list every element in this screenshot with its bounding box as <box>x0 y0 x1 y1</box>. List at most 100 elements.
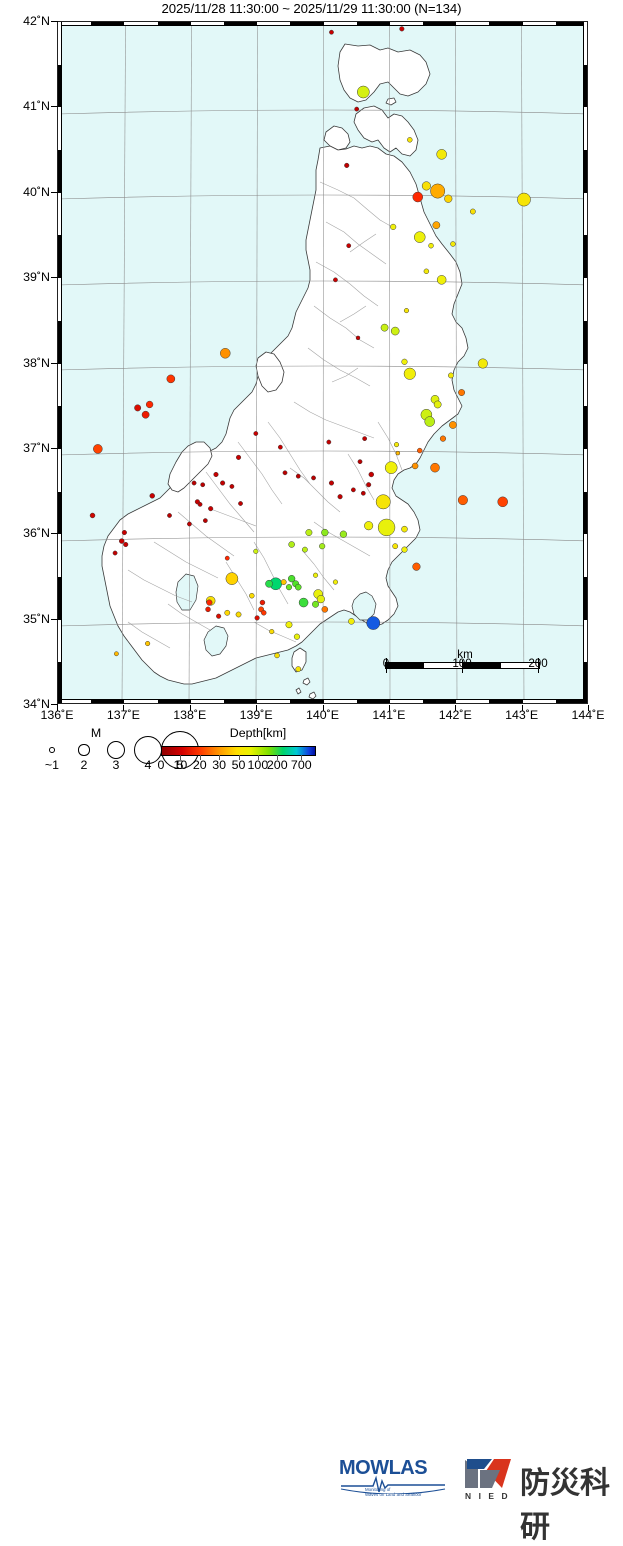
epicenter-marker[interactable] <box>449 421 457 429</box>
epicenter-marker[interactable] <box>282 470 288 476</box>
epicenter-marker[interactable] <box>377 518 396 537</box>
epicenter-marker[interactable] <box>444 194 453 203</box>
epicenter-marker[interactable] <box>287 575 296 583</box>
epicenter-marker[interactable] <box>393 442 400 448</box>
epicenter-marker[interactable] <box>224 609 231 616</box>
epicenter-marker[interactable] <box>403 367 416 380</box>
epicenter-marker[interactable] <box>412 191 423 203</box>
epicenter-marker[interactable] <box>424 416 435 427</box>
epicenter-marker[interactable] <box>321 606 329 613</box>
epicenter-marker[interactable] <box>220 348 231 359</box>
epicenter-marker[interactable] <box>412 562 421 571</box>
epicenter-marker[interactable] <box>145 640 151 647</box>
epicenter-marker[interactable] <box>328 480 335 486</box>
epicenter-marker[interactable] <box>448 372 454 379</box>
epicenter-marker[interactable] <box>235 611 242 618</box>
epicenter-marker[interactable] <box>423 268 430 275</box>
epicenter-marker[interactable] <box>112 550 118 556</box>
epicenter-marker[interactable] <box>312 572 319 578</box>
epicenter-marker[interactable] <box>436 275 447 285</box>
epicenter-marker[interactable] <box>119 538 125 544</box>
epicenter-marker[interactable] <box>197 501 203 507</box>
epicenter-marker[interactable] <box>403 308 410 314</box>
epicenter-marker[interactable] <box>497 496 508 508</box>
epicenter-marker[interactable] <box>254 615 260 621</box>
epicenter-marker[interactable] <box>384 461 398 474</box>
epicenter-marker[interactable] <box>280 579 287 585</box>
epicenter-marker[interactable] <box>411 462 419 470</box>
epicenter-marker[interactable] <box>395 450 401 456</box>
epicenter-marker[interactable] <box>312 600 319 608</box>
epicenter-marker[interactable] <box>285 584 293 591</box>
epicenter-marker[interactable] <box>366 482 372 488</box>
epicenter-marker[interactable] <box>392 543 399 550</box>
epicenter-marker[interactable] <box>337 494 343 500</box>
epicenter-marker[interactable] <box>305 529 313 536</box>
epicenter-marker[interactable] <box>428 242 434 249</box>
epicenter-marker[interactable] <box>269 629 275 635</box>
epicenter-marker[interactable] <box>517 192 531 207</box>
seismicity-map[interactable]: km 0 100 200 <box>57 21 588 704</box>
epicenter-marker[interactable] <box>205 606 211 613</box>
epicenter-marker[interactable] <box>208 506 214 512</box>
epicenter-marker[interactable] <box>288 541 295 548</box>
epicenter-marker[interactable] <box>339 530 348 538</box>
epicenter-marker[interactable] <box>333 277 338 283</box>
epicenter-marker[interactable] <box>225 572 239 585</box>
epicenter-marker[interactable] <box>293 633 301 640</box>
epicenter-marker[interactable] <box>360 490 366 496</box>
epicenter-marker[interactable] <box>364 521 374 531</box>
epicenter-marker[interactable] <box>253 548 259 554</box>
epicenter-marker[interactable] <box>249 593 255 599</box>
epicenter-marker[interactable] <box>259 599 266 606</box>
epicenter-marker[interactable] <box>390 223 397 230</box>
epicenter-marker[interactable] <box>141 410 150 419</box>
epicenter-marker[interactable] <box>368 471 375 478</box>
epicenter-marker[interactable] <box>401 546 408 553</box>
epicenter-marker[interactable] <box>302 546 308 553</box>
epicenter-marker[interactable] <box>399 26 405 32</box>
epicenter-marker[interactable] <box>362 436 368 442</box>
epicenter-marker[interactable] <box>149 493 155 499</box>
epicenter-marker[interactable] <box>295 666 302 673</box>
epicenter-marker[interactable] <box>457 495 468 506</box>
epicenter-marker[interactable] <box>332 579 339 585</box>
epicenter-marker[interactable] <box>348 618 355 625</box>
epicenter-marker[interactable] <box>93 444 103 454</box>
epicenter-marker[interactable] <box>167 513 172 518</box>
epicenter-marker[interactable] <box>469 208 476 215</box>
epicenter-marker[interactable] <box>432 221 441 230</box>
epicenter-marker[interactable] <box>375 494 391 510</box>
epicenter-marker[interactable] <box>166 374 176 384</box>
epicenter-marker[interactable] <box>121 529 127 536</box>
epicenter-marker[interactable] <box>433 400 442 409</box>
epicenter-marker[interactable] <box>213 471 219 478</box>
epicenter-marker[interactable] <box>134 404 142 412</box>
epicenter-marker[interactable] <box>89 512 96 519</box>
epicenter-marker[interactable] <box>316 595 325 604</box>
epicenter-marker[interactable] <box>329 29 334 35</box>
epicenter-marker[interactable] <box>123 541 129 548</box>
epicenter-marker[interactable] <box>366 616 381 630</box>
epicenter-marker[interactable] <box>285 621 293 629</box>
epicenter-marker[interactable] <box>401 358 408 365</box>
epicenter-marker[interactable] <box>187 521 192 527</box>
epicenter-marker[interactable] <box>417 447 423 454</box>
epicenter-marker[interactable] <box>450 241 456 247</box>
epicenter-marker[interactable] <box>355 335 361 341</box>
epicenter-marker[interactable] <box>200 482 206 488</box>
epicenter-marker[interactable] <box>413 231 426 243</box>
epicenter-marker[interactable] <box>145 400 154 409</box>
epicenter-marker[interactable] <box>311 475 316 481</box>
epicenter-marker[interactable] <box>407 137 413 143</box>
epicenter-marker[interactable] <box>295 583 302 591</box>
epicenter-marker[interactable] <box>298 597 309 608</box>
epicenter-marker[interactable] <box>436 149 447 160</box>
epicenter-marker[interactable] <box>458 389 466 396</box>
epicenter-marker[interactable] <box>326 439 332 445</box>
epicenter-marker[interactable] <box>319 543 326 550</box>
epicenter-marker[interactable] <box>430 183 446 199</box>
epicenter-marker[interactable] <box>206 599 213 606</box>
epicenter-marker[interactable] <box>430 462 440 473</box>
epicenter-marker[interactable] <box>401 525 408 533</box>
